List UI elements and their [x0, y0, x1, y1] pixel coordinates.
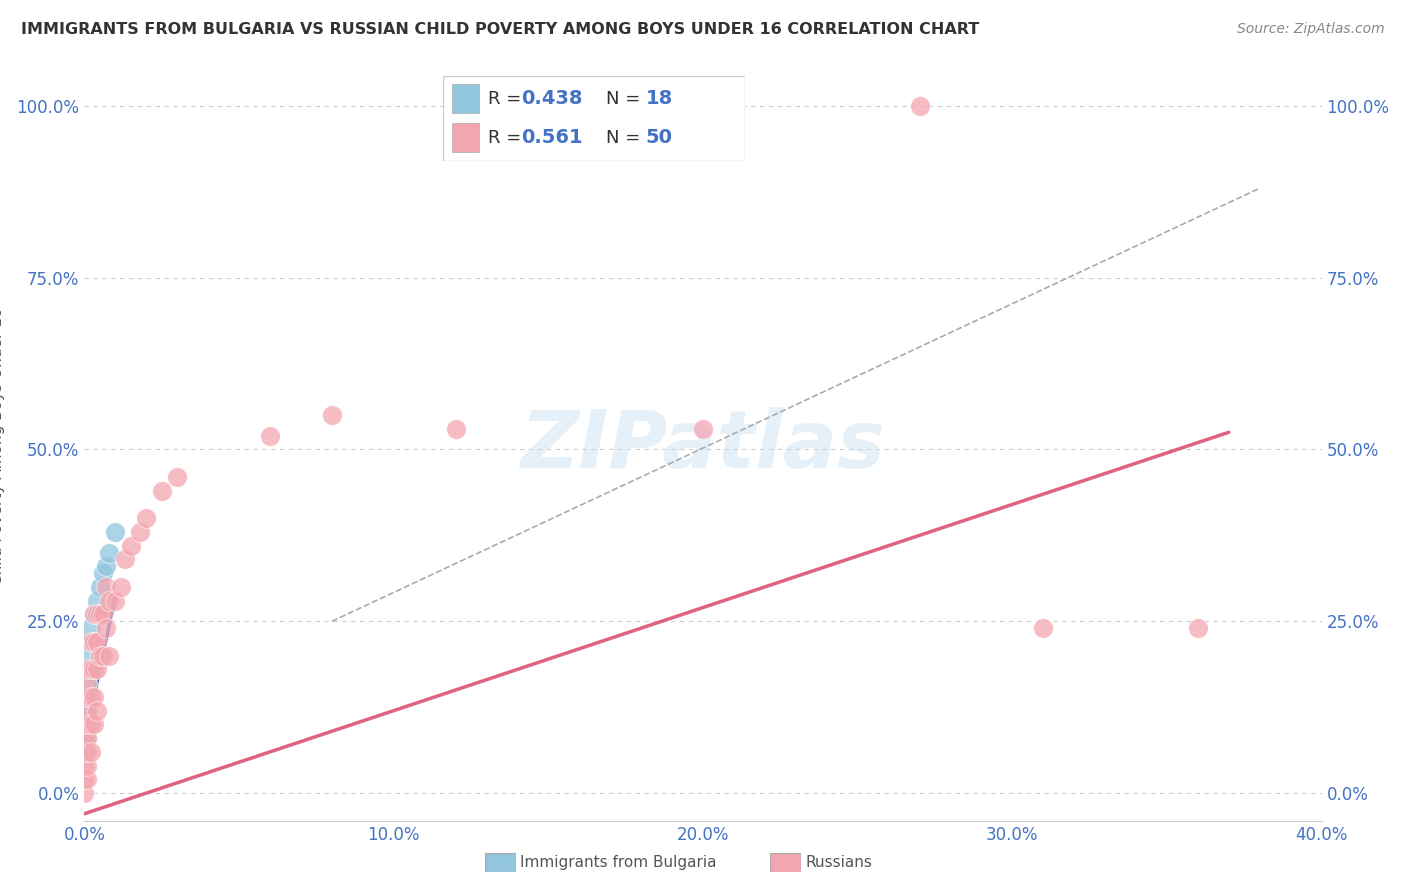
Point	[86, 662, 108, 676]
Point	[83, 635, 105, 649]
Point	[259, 428, 281, 442]
Point	[150, 483, 173, 498]
Point	[73, 717, 96, 731]
Text: N =: N =	[606, 90, 647, 108]
Point	[166, 470, 188, 484]
Point	[83, 690, 105, 704]
Text: 0.438: 0.438	[522, 89, 583, 108]
Bar	[451, 85, 479, 113]
Text: N =: N =	[606, 128, 647, 146]
FancyBboxPatch shape	[443, 76, 745, 161]
Point	[79, 745, 101, 759]
Point	[79, 635, 101, 649]
Point	[76, 704, 98, 718]
Point	[76, 704, 98, 718]
Point	[86, 593, 108, 607]
Point	[83, 607, 105, 622]
Point	[76, 676, 98, 690]
Text: ZIPatlas: ZIPatlas	[520, 407, 886, 485]
Text: Immigrants from Bulgaria: Immigrants from Bulgaria	[520, 855, 717, 870]
Point	[91, 648, 114, 663]
Point	[692, 422, 714, 436]
Point	[76, 758, 98, 772]
Point	[73, 758, 96, 772]
Point	[104, 593, 127, 607]
Text: Source: ZipAtlas.com: Source: ZipAtlas.com	[1237, 22, 1385, 37]
Point	[86, 607, 108, 622]
Point	[83, 662, 105, 676]
Point	[73, 786, 96, 800]
Point	[79, 621, 101, 635]
Bar	[451, 123, 479, 152]
Point	[76, 717, 98, 731]
Text: 0.561: 0.561	[522, 128, 583, 147]
Point	[76, 772, 98, 787]
Point	[76, 731, 98, 746]
Text: 18: 18	[645, 89, 672, 108]
Point	[76, 676, 98, 690]
Point	[110, 580, 132, 594]
Point	[73, 731, 96, 746]
Text: R =: R =	[488, 128, 527, 146]
Point	[83, 607, 105, 622]
Text: 50: 50	[645, 128, 672, 147]
Point	[444, 422, 467, 436]
Point	[114, 552, 136, 566]
Point	[79, 662, 101, 676]
Y-axis label: Child Poverty Among Boys Under 16: Child Poverty Among Boys Under 16	[0, 307, 6, 585]
Point	[73, 745, 96, 759]
Point	[1032, 621, 1054, 635]
Point	[1187, 621, 1209, 635]
Point	[321, 408, 343, 422]
Text: IMMIGRANTS FROM BULGARIA VS RUSSIAN CHILD POVERTY AMONG BOYS UNDER 16 CORRELATIO: IMMIGRANTS FROM BULGARIA VS RUSSIAN CHIL…	[21, 22, 980, 37]
Point	[73, 745, 96, 759]
Text: Russians: Russians	[806, 855, 873, 870]
Point	[129, 524, 152, 539]
Point	[120, 539, 142, 553]
Point	[89, 607, 111, 622]
Point	[135, 511, 157, 525]
Point	[73, 772, 96, 787]
Point	[79, 690, 101, 704]
Point	[89, 580, 111, 594]
Point	[79, 635, 101, 649]
Point	[94, 580, 117, 594]
Point	[86, 635, 108, 649]
Point	[76, 662, 98, 676]
Point	[91, 566, 114, 581]
Point	[76, 731, 98, 746]
Point	[98, 593, 121, 607]
Point	[908, 99, 931, 113]
Point	[86, 704, 108, 718]
Point	[91, 607, 114, 622]
Point	[76, 745, 98, 759]
Point	[76, 717, 98, 731]
Point	[89, 648, 111, 663]
Point	[104, 524, 127, 539]
Point	[94, 621, 117, 635]
Point	[79, 717, 101, 731]
Point	[98, 648, 121, 663]
Point	[83, 635, 105, 649]
Text: R =: R =	[488, 90, 527, 108]
Point	[83, 717, 105, 731]
Point	[76, 690, 98, 704]
Point	[79, 662, 101, 676]
Point	[98, 545, 121, 559]
Point	[94, 559, 117, 574]
Point	[79, 648, 101, 663]
Point	[76, 690, 98, 704]
